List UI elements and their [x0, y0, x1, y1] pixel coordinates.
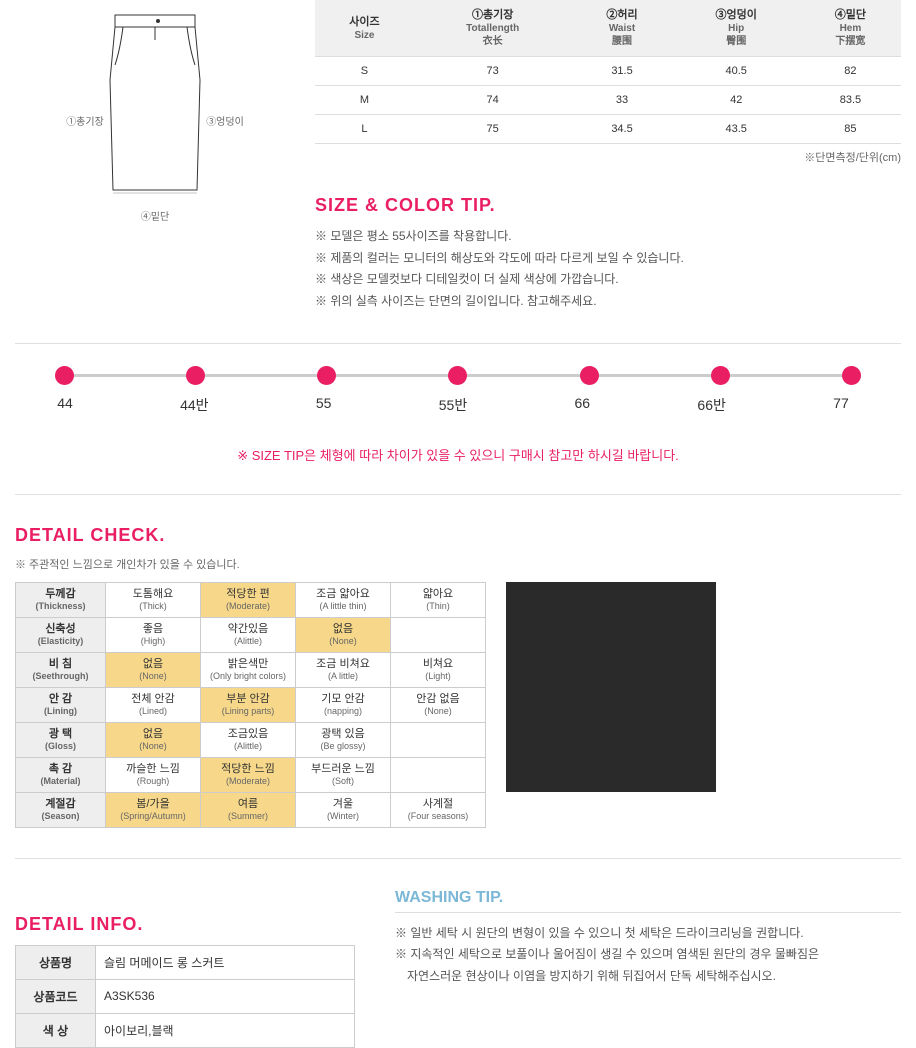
detail-check-note: ※ 주관적인 느낌으로 개인차가 있을 수 있습니다. [15, 556, 901, 572]
size-header: ④밑단Hem下摆宽 [800, 0, 901, 57]
slider-label: 77 [821, 395, 861, 415]
table-row: S7331.540.582 [315, 57, 901, 86]
slider-label: 55 [304, 395, 344, 415]
slider-dot [186, 366, 205, 385]
table-row: 안 감(Lining)전체 안감(Lined)부분 안감(Lining part… [16, 687, 486, 722]
fabric-swatch [506, 582, 716, 792]
skirt-diagram [65, 10, 245, 200]
slider-dot [842, 366, 861, 385]
table-row: L7534.543.585 [315, 115, 901, 144]
size-color-tip-list: ※ 모델은 평소 55사이즈를 착용합니다.※ 제품의 컬러는 모니터의 해상도… [315, 226, 901, 312]
detail-check-table: 두께감(Thickness)도톰해요(Thick)적당한 편(Moderate)… [15, 582, 486, 828]
table-row: 비 침(Seethrough)없음(None)밝은색만(Only bright … [16, 652, 486, 687]
table-row: 두께감(Thickness)도톰해요(Thick)적당한 편(Moderate)… [16, 582, 486, 617]
washing-tip-title: WASHING TIP. [395, 889, 901, 913]
size-header: ②허리Waist腰围 [571, 0, 672, 57]
detail-info-title: DETAIL INFO. [15, 914, 355, 935]
size-table-note: ※단면측정/단위(cm) [315, 144, 901, 170]
slider-label: 44반 [174, 395, 214, 415]
divider [15, 494, 901, 495]
slider-label: 66반 [692, 395, 732, 415]
size-header: ③엉덩이Hip臀围 [673, 0, 800, 57]
tip-item: ※ 색상은 모델컷보다 디테일컷이 더 실제 색상에 가깝습니다. [315, 269, 901, 291]
table-row: 신축성(Elasticity)좋음(High)약간있음(Alittle)없음(N… [16, 617, 486, 652]
tip-item: ※ 제품의 컬러는 모니터의 해상도와 각도에 따라 다르게 보일 수 있습니다… [315, 248, 901, 270]
table-row: 상품명슬림 머메이드 롱 스커트 [16, 945, 355, 979]
detail-info-table: 상품명슬림 머메이드 롱 스커트상품코드A3SK536색 상아이보리,블랙 [15, 945, 355, 1048]
tip-item: ※ 모델은 평소 55사이즈를 착용합니다. [315, 226, 901, 248]
skirt-diagram-area: ①총기장 ③엉덩이 ④밑단 [15, 0, 295, 313]
size-table: 사이즈Size①총기장Totallength衣长②허리Waist腰围③엉덩이Hi… [315, 0, 901, 144]
diagram-label-bottom: ④밑단 [15, 208, 295, 223]
diagram-label-mid: ③엉덩이 [206, 113, 244, 128]
slider-dot [55, 366, 74, 385]
tip-item: ※ 일반 세탁 시 원단의 변형이 있을 수 있으니 첫 세탁은 드라이크리닝을… [395, 923, 901, 945]
diagram-label-left: ①총기장 [66, 113, 104, 128]
detail-check-title: DETAIL CHECK. [15, 525, 901, 546]
tip-item: 자연스러운 현상이나 이염을 방지하기 위해 뒤집어서 단독 세탁해주십시오. [395, 966, 901, 988]
slider-dot [711, 366, 730, 385]
table-row: 광 택(Gloss)없음(None)조금있음(Alittle)광택 있음(Be … [16, 722, 486, 757]
size-color-tip-title: SIZE & COLOR TIP. [315, 195, 901, 216]
slider-dot [448, 366, 467, 385]
table-row: 상품코드A3SK536 [16, 979, 355, 1013]
slider-label: 66 [562, 395, 602, 415]
slider-dot [580, 366, 599, 385]
size-header: ①총기장Totallength衣长 [414, 0, 572, 57]
tip-item: ※ 위의 실측 사이즈는 단면의 길이입니다. 참고해주세요. [315, 291, 901, 313]
washing-tip-list: ※ 일반 세탁 시 원단의 변형이 있을 수 있으니 첫 세탁은 드라이크리닝을… [395, 923, 901, 988]
table-row: M74334283.5 [315, 86, 901, 115]
divider [15, 343, 901, 344]
table-row: 계절감(Season)봄/가을(Spring/Autumn)여름(Summer)… [16, 792, 486, 827]
divider [15, 858, 901, 859]
size-tip-note: ※ SIZE TIP은 체형에 따라 차이가 있을 수 있으니 구매시 참고만 … [15, 445, 901, 464]
tip-item: ※ 지속적인 세탁으로 보풀이나 울어짐이 생길 수 있으며 염색된 원단의 경… [395, 944, 901, 966]
slider-label: 44 [45, 395, 85, 415]
size-header: 사이즈Size [315, 0, 414, 57]
size-table-area: 사이즈Size①총기장Totallength衣长②허리Waist腰围③엉덩이Hi… [315, 0, 901, 313]
slider-label: 55반 [433, 395, 473, 415]
table-row: 색 상아이보리,블랙 [16, 1013, 355, 1047]
slider-dot [317, 366, 336, 385]
size-slider: 4444반5555반6666반77 [55, 374, 861, 415]
table-row: 촉 감(Material)까슬한 느낌(Rough)적당한 느낌(Moderat… [16, 757, 486, 792]
